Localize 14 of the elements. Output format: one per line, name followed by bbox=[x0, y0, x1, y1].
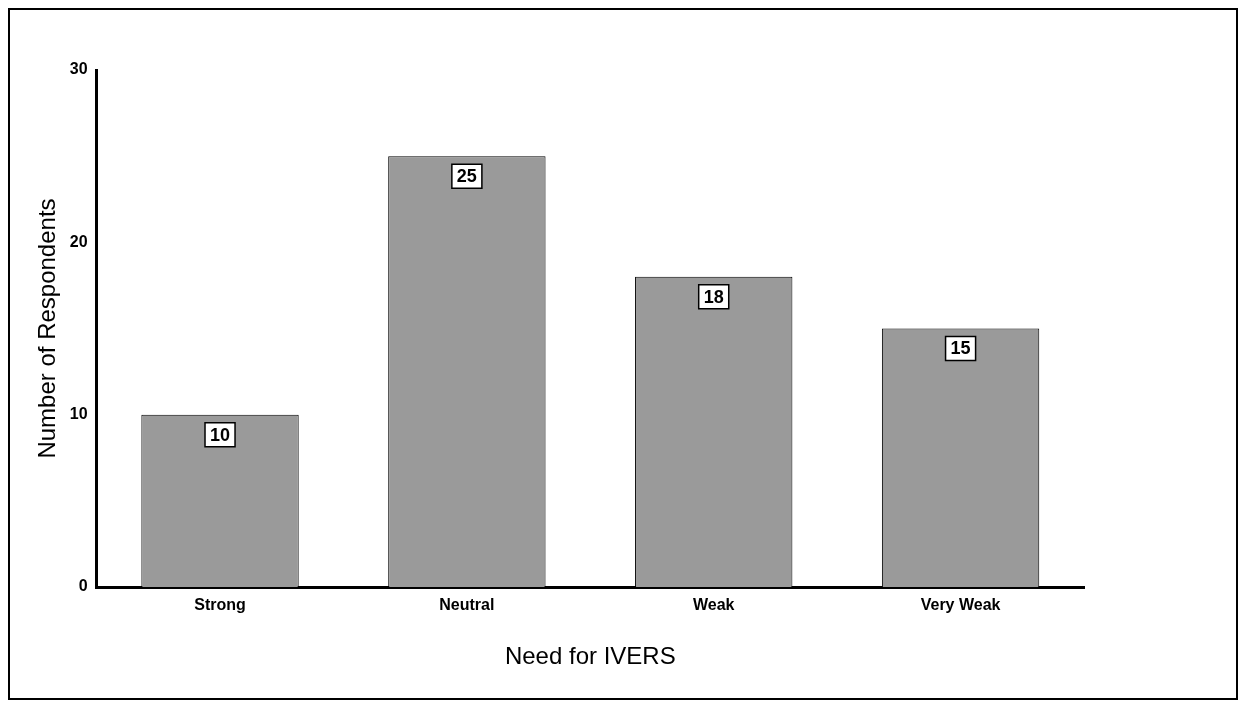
x-tick-label: Weak bbox=[692, 596, 735, 614]
data-label: 18 bbox=[703, 286, 724, 307]
y-tick-label: 10 bbox=[69, 405, 88, 423]
y-tick-label: 20 bbox=[69, 232, 88, 250]
x-tick-label: Strong bbox=[194, 596, 246, 614]
data-label: 25 bbox=[456, 166, 477, 187]
x-tick-label: Very Weak bbox=[920, 596, 1001, 614]
data-label: 15 bbox=[950, 338, 971, 359]
y-axis-title: Number of Respondents bbox=[33, 198, 61, 459]
data-label: 10 bbox=[210, 424, 231, 445]
x-axis-title: Need for IVERS bbox=[504, 642, 676, 670]
y-tick-label: 0 bbox=[78, 577, 88, 595]
y-tick-label: 30 bbox=[69, 60, 88, 78]
x-tick-label: Neutral bbox=[439, 596, 495, 614]
